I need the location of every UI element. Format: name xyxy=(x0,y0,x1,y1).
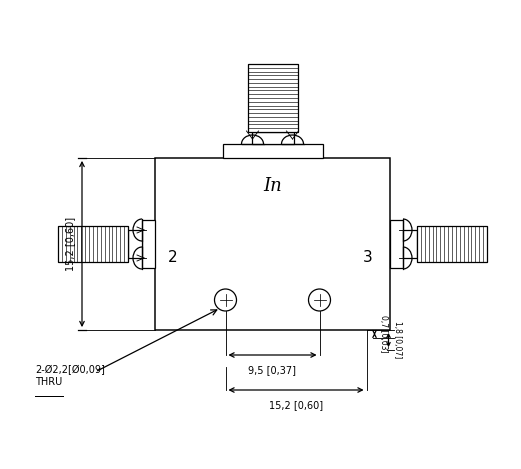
Bar xyxy=(247,64,297,132)
Text: 2-Ø2,2[Ø0,09]: 2-Ø2,2[Ø0,09] xyxy=(35,365,105,375)
Bar xyxy=(390,220,403,268)
Text: 15,2 [0,60]: 15,2 [0,60] xyxy=(269,400,323,410)
Text: zysenmw.com: zysenmw.com xyxy=(283,239,362,249)
Bar xyxy=(252,132,293,144)
Text: 3: 3 xyxy=(363,250,373,265)
Text: 15,2 [0,60]: 15,2 [0,60] xyxy=(65,217,75,271)
Text: 0,7 [0,03]: 0,7 [0,03] xyxy=(378,315,388,353)
Bar xyxy=(142,220,155,268)
Text: 1,8 [0,07]: 1,8 [0,07] xyxy=(392,321,402,359)
Bar xyxy=(128,230,142,258)
Bar xyxy=(222,144,322,158)
Bar xyxy=(58,226,128,262)
Bar xyxy=(155,158,390,330)
Text: THRU: THRU xyxy=(35,377,62,387)
Text: 9,5 [0,37]: 9,5 [0,37] xyxy=(249,365,296,375)
Bar xyxy=(403,230,417,258)
Text: In: In xyxy=(263,177,282,195)
Bar xyxy=(417,226,487,262)
Text: 2: 2 xyxy=(168,250,178,265)
